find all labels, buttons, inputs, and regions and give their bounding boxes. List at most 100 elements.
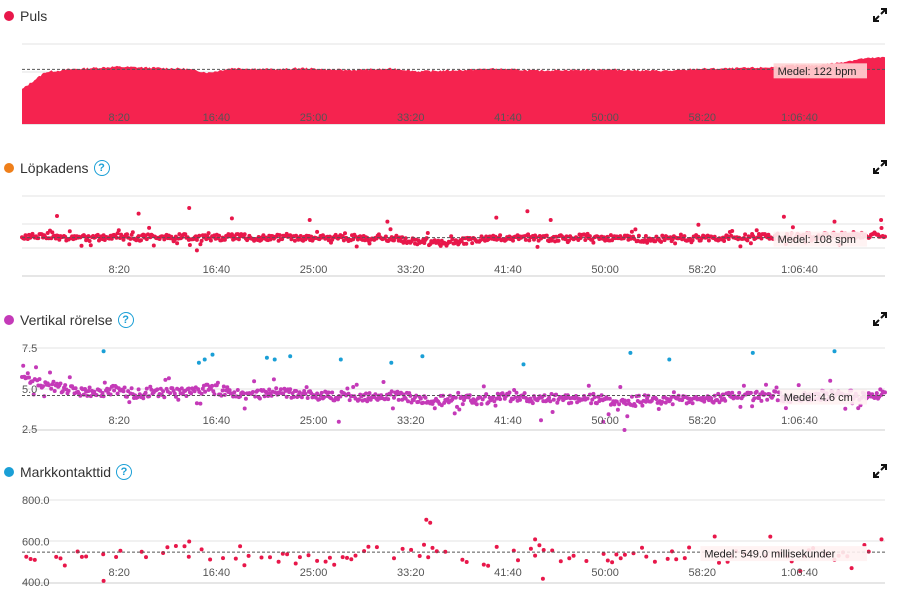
help-icon[interactable]: ? xyxy=(117,312,134,328)
data-point xyxy=(32,557,37,562)
highlight-point xyxy=(667,357,672,362)
data-point xyxy=(374,545,379,550)
data-point xyxy=(25,371,30,376)
data-point xyxy=(682,556,687,561)
data-point xyxy=(589,401,594,406)
data-point xyxy=(147,394,152,399)
expand-icon[interactable] xyxy=(873,464,887,478)
data-point xyxy=(775,398,780,403)
data-point xyxy=(495,391,500,396)
data-point xyxy=(122,385,127,390)
data-point xyxy=(549,392,554,396)
data-point xyxy=(750,404,755,409)
data-points xyxy=(20,206,887,253)
data-point xyxy=(516,558,520,563)
data-point xyxy=(618,385,623,389)
data-point xyxy=(242,563,247,568)
data-point xyxy=(62,563,67,568)
data-point xyxy=(605,558,610,563)
x-tick-label: 58:20 xyxy=(689,264,717,276)
data-point xyxy=(425,231,430,235)
data-point xyxy=(533,553,538,558)
data-point xyxy=(95,232,100,237)
data-point xyxy=(790,225,795,230)
x-tick-label: 8:20 xyxy=(108,415,129,427)
data-point xyxy=(151,243,156,248)
data-point xyxy=(262,394,267,399)
data-point xyxy=(293,561,298,566)
series-dot-icon xyxy=(4,315,14,325)
data-point xyxy=(222,392,227,397)
data-point xyxy=(640,545,644,550)
data-point xyxy=(601,551,606,556)
data-point xyxy=(625,414,630,419)
data-point xyxy=(608,233,613,238)
data-point xyxy=(386,397,391,402)
data-point xyxy=(745,238,750,243)
data-point xyxy=(51,379,56,384)
help-icon[interactable]: ? xyxy=(93,160,110,176)
data-point xyxy=(330,390,335,395)
expand-icon[interactable] xyxy=(873,160,887,174)
data-point xyxy=(102,380,107,385)
data-point xyxy=(233,556,238,561)
expand-icon[interactable] xyxy=(873,312,887,326)
data-point xyxy=(663,400,668,405)
data-point xyxy=(127,242,132,247)
data-point xyxy=(144,237,149,242)
data-point xyxy=(155,387,160,392)
chart-panel-puls: Puls 8:20 16:40 25:00 33:20 41:40 50:00 58:20 1… xyxy=(0,6,897,128)
data-point xyxy=(349,557,354,562)
data-point xyxy=(541,548,546,552)
data-point xyxy=(618,556,623,561)
data-point xyxy=(674,557,679,562)
help-icon[interactable]: ? xyxy=(116,464,133,480)
data-point xyxy=(752,396,757,401)
data-point xyxy=(268,237,273,242)
highlight-point xyxy=(832,349,837,354)
data-point xyxy=(354,244,359,249)
data-point xyxy=(534,235,539,240)
data-point xyxy=(741,383,746,388)
data-point xyxy=(42,394,47,399)
expand-icon[interactable] xyxy=(873,8,887,22)
data-point xyxy=(210,383,215,388)
data-point xyxy=(585,396,590,401)
data-point xyxy=(522,391,527,396)
data-point xyxy=(367,241,372,246)
data-point xyxy=(101,552,106,557)
data-point xyxy=(452,411,457,416)
data-point xyxy=(304,385,309,390)
data-point xyxy=(544,233,549,238)
data-point xyxy=(175,241,180,246)
y-tick-label: 2.5 xyxy=(22,424,37,436)
data-point xyxy=(607,396,612,401)
data-point xyxy=(27,375,31,380)
data-point xyxy=(670,402,675,407)
average-label-box xyxy=(700,546,867,562)
puls-area xyxy=(22,56,885,124)
data-point xyxy=(57,237,62,242)
data-point xyxy=(21,363,26,368)
data-point xyxy=(555,400,560,405)
data-point xyxy=(643,399,648,404)
data-point xyxy=(172,237,177,242)
data-point xyxy=(100,390,105,395)
data-point xyxy=(460,557,465,562)
data-point xyxy=(172,391,177,396)
data-point xyxy=(498,233,503,238)
highlight-point xyxy=(196,360,201,365)
data-point xyxy=(409,547,414,552)
data-point xyxy=(612,402,617,407)
data-point xyxy=(58,381,63,386)
data-point xyxy=(417,554,422,558)
data-point xyxy=(696,222,701,227)
data-point xyxy=(709,396,714,401)
data-point xyxy=(481,384,486,389)
x-tick-label: 50:00 xyxy=(591,264,619,276)
data-point xyxy=(879,226,884,230)
data-point xyxy=(271,377,276,382)
data-point xyxy=(257,396,262,401)
data-point xyxy=(518,397,522,402)
data-point xyxy=(578,236,583,240)
